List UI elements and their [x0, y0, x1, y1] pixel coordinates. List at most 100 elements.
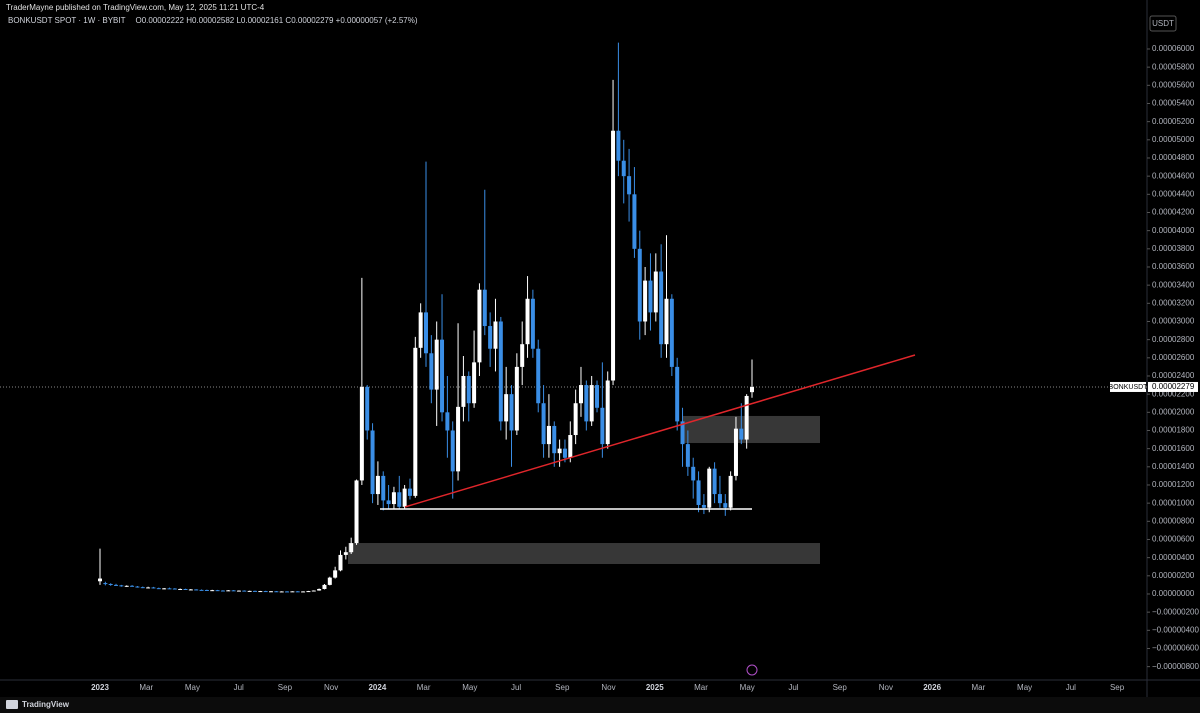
candle-body: [434, 339, 439, 390]
candle-body: [188, 589, 193, 591]
y-tick-label: 0.00002600: [1152, 353, 1195, 362]
candle-body: [600, 407, 605, 445]
candle-body: [114, 584, 119, 586]
y-tick-label: 0.00000200: [1152, 571, 1195, 580]
candle-body: [322, 584, 327, 589]
candle-body: [723, 503, 728, 508]
candle-body: [589, 385, 594, 422]
price-tag-name: BONKUSDT: [1109, 384, 1149, 391]
candle-body: [151, 587, 156, 589]
candle-body: [349, 543, 354, 553]
x-tick-label: Sep: [278, 683, 293, 692]
logo: TradingView: [22, 700, 70, 709]
candle-body: [311, 590, 316, 592]
candle-body: [562, 448, 567, 458]
candle-body: [226, 590, 231, 592]
candle-body: [317, 588, 322, 591]
x-tick-label: Nov: [601, 683, 615, 692]
candle-body: [525, 298, 530, 345]
y-tick-label: 0.00001400: [1152, 462, 1195, 471]
x-tick-label: Sep: [833, 683, 848, 692]
y-tick-label: 0.00003600: [1152, 262, 1195, 271]
candle-body: [466, 375, 471, 404]
y-tick-label: 0.00000400: [1152, 553, 1195, 562]
candle-body: [632, 194, 637, 249]
price-tag-name-box: [1110, 381, 1146, 392]
candle-body: [440, 339, 445, 413]
candle-body: [381, 475, 386, 501]
x-tick-label: Mar: [139, 683, 153, 692]
candle-body: [493, 321, 498, 349]
y-tick-label: 0.00000600: [1152, 535, 1195, 544]
candle-body: [659, 271, 664, 345]
x-tick-label: Jul: [234, 683, 244, 692]
y-tick-label: −0.00000800: [1152, 662, 1199, 671]
candle-body: [269, 591, 274, 593]
candle-body: [605, 380, 610, 445]
candle-body: [146, 587, 151, 589]
candle-body: [413, 347, 418, 496]
candle-body: [691, 466, 696, 481]
candle-body: [135, 586, 140, 588]
candle-body: [204, 589, 209, 591]
y-tick-label: 0.00005800: [1152, 62, 1195, 71]
candle-body: [98, 578, 102, 582]
candle-body: [707, 468, 712, 508]
candle-body: [461, 375, 466, 407]
candle-body: [242, 590, 247, 592]
candle-body: [263, 591, 268, 593]
y-tick-label: 0.00000000: [1152, 589, 1195, 598]
y-tick-label: 0.00004000: [1152, 226, 1195, 235]
candle-body: [156, 588, 161, 590]
y-tick-label: 0.00003800: [1152, 244, 1195, 253]
candle-body: [557, 448, 562, 454]
x-tick-label: Sep: [1110, 683, 1125, 692]
candle-body: [616, 130, 621, 161]
candle-body: [595, 385, 600, 408]
candle-body: [178, 588, 183, 590]
candle-body: [391, 492, 396, 505]
candle-body: [402, 488, 407, 507]
chart-title: BONKUSDT SPOT · 1W · BYBIT: [8, 16, 126, 25]
x-tick-label: Nov: [324, 683, 338, 692]
y-tick-label: 0.00001200: [1152, 480, 1195, 489]
candle-body: [498, 321, 503, 422]
candle-body: [648, 280, 653, 313]
x-tick-label: May: [740, 683, 755, 692]
candle-body: [509, 394, 514, 431]
candle-body: [637, 248, 642, 322]
candle-body: [445, 412, 450, 431]
candle-body: [119, 585, 124, 587]
y-tick-label: −0.00000400: [1152, 625, 1199, 634]
x-tick-label: 2023: [91, 683, 109, 692]
candle-body: [199, 589, 204, 591]
candle-body: [210, 590, 215, 592]
candle-body: [733, 428, 738, 476]
candle-body: [354, 480, 359, 544]
candle-body: [386, 500, 391, 505]
candle-body: [194, 589, 199, 591]
candle-body: [215, 590, 220, 592]
x-tick-label: Nov: [879, 683, 893, 692]
candle-body: [258, 591, 263, 593]
candle-body: [696, 480, 701, 505]
candle-body: [750, 386, 754, 393]
y-tick-label: 0.00001600: [1152, 444, 1195, 453]
y-tick-label: 0.00006000: [1152, 44, 1195, 53]
x-tick-label: May: [1017, 683, 1032, 692]
price-tag-box: [1148, 381, 1198, 392]
candle-body: [584, 385, 589, 422]
x-tick-label: May: [462, 683, 477, 692]
candle-body: [407, 488, 412, 496]
candle-body: [236, 590, 241, 592]
candle-body: [295, 591, 300, 593]
candle-body: [108, 583, 113, 585]
candle-body: [685, 444, 690, 467]
candle-body: [424, 312, 428, 354]
candle-body: [301, 591, 306, 593]
x-tick-label: Jul: [511, 683, 521, 692]
candle-body: [536, 348, 541, 404]
candle-body: [669, 298, 674, 367]
